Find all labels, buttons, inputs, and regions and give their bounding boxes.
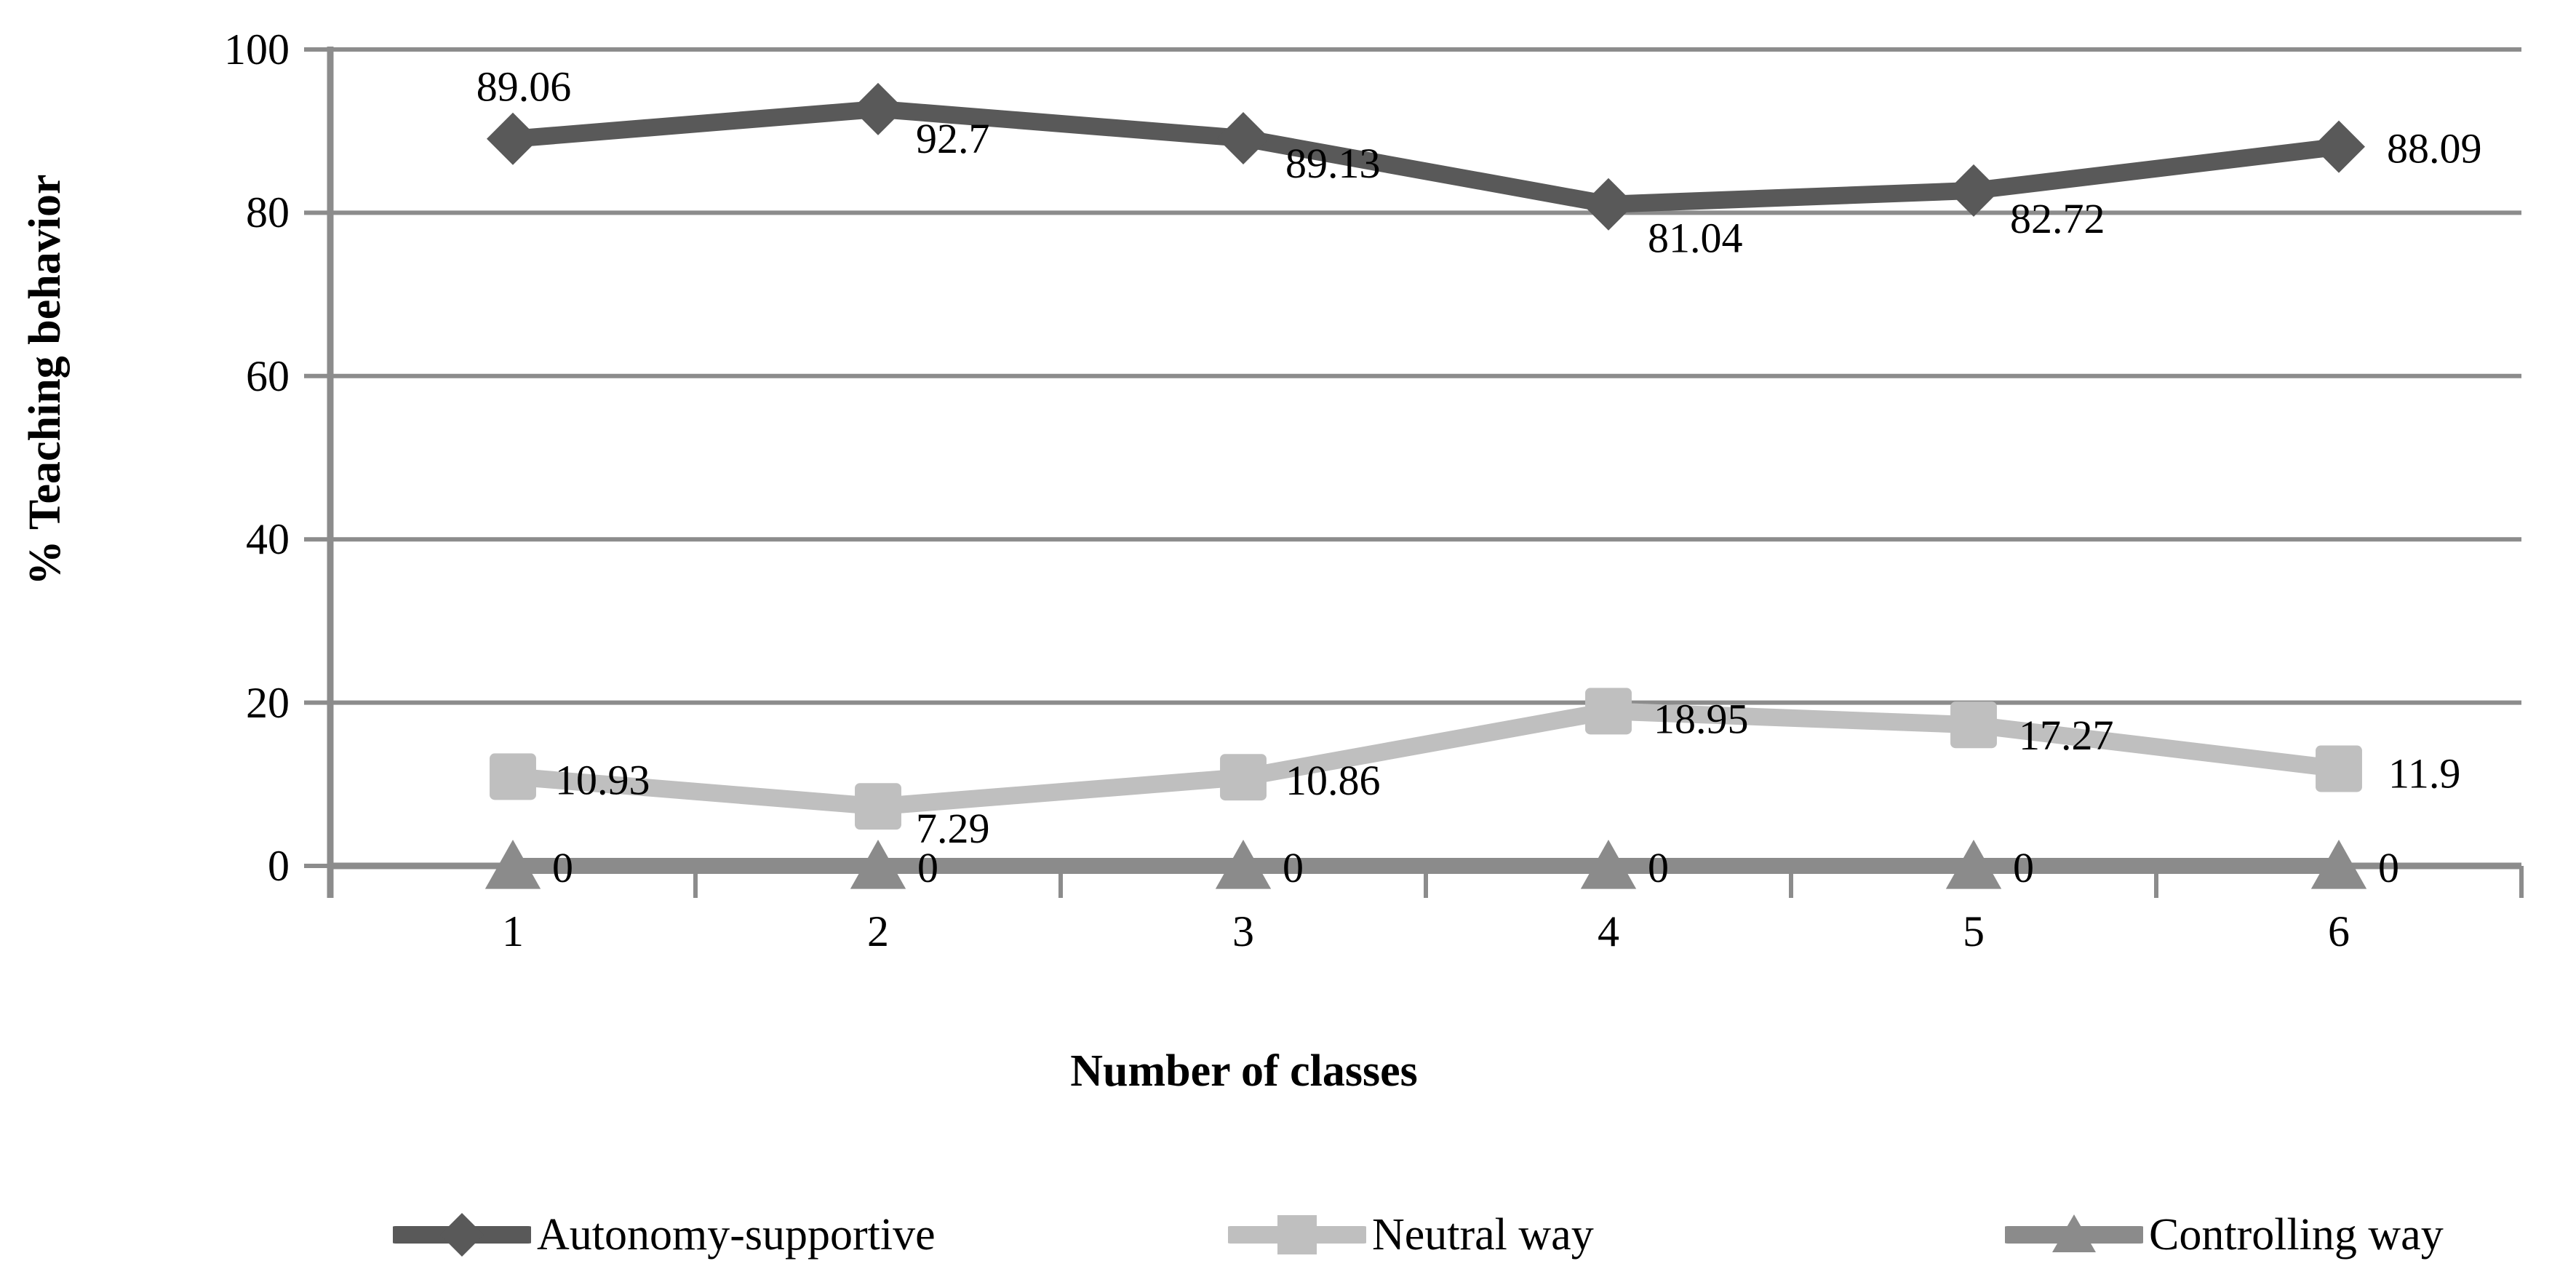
diamond-legend-marker-icon — [393, 1213, 531, 1257]
x-axis-tick-label: 2 — [867, 907, 889, 955]
data-label: 89.06 — [476, 63, 572, 111]
data-label: 0 — [2378, 844, 2399, 891]
x-axis-tick-label: 6 — [2328, 907, 2350, 955]
square-marker — [2316, 745, 2362, 792]
triangle-marker — [850, 840, 906, 889]
triangle-marker — [1580, 840, 1637, 889]
diamond-marker — [2313, 120, 2365, 173]
square-legend-marker-icon — [1228, 1215, 1366, 1254]
diamond-marker — [1217, 111, 1269, 164]
triangle-legend-marker-icon — [2005, 1214, 2143, 1252]
x-axis-tick-label: 3 — [1232, 907, 1254, 955]
square-marker — [1220, 754, 1267, 801]
data-label: 17.27 — [2019, 712, 2114, 759]
triangle-marker — [485, 840, 541, 889]
data-label: 89.13 — [1285, 140, 1381, 187]
data-label: 82.72 — [2010, 195, 2105, 242]
square-marker — [490, 753, 536, 800]
triangle-marker — [2310, 840, 2367, 889]
data-label: 10.86 — [1285, 757, 1381, 804]
diamond-marker — [852, 82, 904, 135]
data-label: 0 — [1648, 844, 1669, 891]
data-label: 0 — [1283, 844, 1304, 891]
square-marker — [1585, 688, 1632, 735]
x-axis-title: Number of classes — [1070, 1046, 1418, 1096]
data-label: 88.09 — [2387, 125, 2482, 172]
diamond-marker — [1582, 178, 1635, 231]
diamond-marker — [487, 112, 539, 165]
legend-item-neutral-way: Neutral way — [1228, 1202, 1594, 1268]
legend-label: Neutral way — [1372, 1210, 1594, 1260]
triangle-marker — [1945, 840, 2002, 889]
y-axis-tick-label: 80 — [246, 188, 290, 237]
y-axis-tick-label: 0 — [268, 842, 290, 890]
y-axis-tick-label: 40 — [246, 515, 290, 564]
data-label: 0 — [917, 844, 938, 891]
square-marker — [855, 783, 901, 830]
legend-item-autonomy-supportive: Autonomy-supportive — [393, 1202, 936, 1268]
data-label: 81.04 — [1648, 215, 1743, 262]
triangle-marker — [1215, 840, 1272, 889]
legend-label: Autonomy-supportive — [537, 1210, 936, 1260]
series-line-autonomy-supportive — [504, 100, 2348, 213]
y-axis-tick-label: 60 — [246, 351, 290, 400]
data-label: 0 — [2013, 844, 2034, 891]
data-label: 92.7 — [916, 115, 990, 162]
data-label: 7.29 — [916, 805, 990, 852]
square-marker — [1950, 701, 1997, 749]
data-label: 18.95 — [1654, 695, 1749, 742]
legend-item-controlling-way: Controlling way — [2005, 1202, 2444, 1268]
data-label: 10.93 — [555, 756, 650, 803]
x-axis-tick-label: 4 — [1598, 907, 1619, 955]
x-axis-tick-label: 5 — [1963, 907, 1985, 955]
series-line-neutral-way — [504, 702, 2348, 816]
x-axis-tick-label: 1 — [502, 907, 524, 955]
data-label: 11.9 — [2388, 749, 2460, 797]
y-axis-tick-label: 20 — [246, 678, 290, 727]
diamond-marker — [1947, 164, 2000, 217]
data-label: 0 — [552, 844, 573, 891]
y-axis-tick-label: 100 — [224, 25, 290, 73]
legend-label: Controlling way — [2149, 1210, 2444, 1260]
